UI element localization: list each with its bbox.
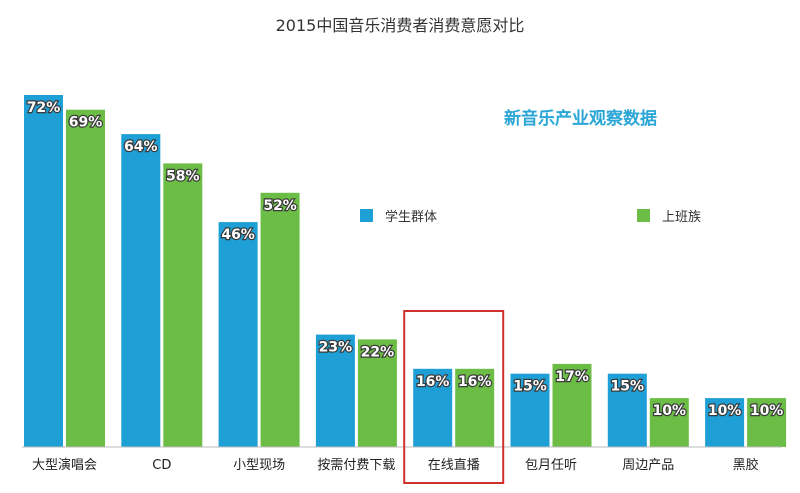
data-label-student-0: 72%: [27, 100, 61, 116]
x-tick-label-6: 周边产品: [622, 458, 674, 473]
x-tick-label-2: 小型现场: [233, 458, 285, 473]
legend-swatch-student: [360, 209, 373, 222]
data-label-worker-2: 52%: [263, 198, 297, 214]
bar-worker-7: [747, 398, 787, 447]
legend-swatch-worker: [637, 209, 650, 222]
x-tick-label-0: 大型演唱会: [32, 457, 97, 473]
x-tick-label-3: 按需付费下载: [317, 458, 395, 473]
legend-item-worker: 上班族: [637, 206, 701, 225]
bar-student-3: [315, 334, 355, 447]
data-label-student-1: 64%: [124, 139, 158, 155]
chart-title: 2015中国音乐消费者消费意愿对比: [275, 16, 525, 35]
x-tick-label-5: 包月任听: [525, 458, 577, 473]
data-label-worker-4: 16%: [458, 374, 492, 390]
bar-student-5: [510, 373, 550, 447]
bar-worker-5: [552, 363, 592, 447]
highlight-box-online-live: [403, 310, 505, 484]
data-label-worker-3: 22%: [361, 344, 395, 360]
bar-worker-6: [649, 398, 689, 447]
data-label-worker-1: 58%: [166, 168, 200, 184]
legend-label-student: 学生群体: [385, 210, 438, 225]
bar-worker-1: [163, 163, 203, 447]
x-tick-label-4: 在线直播: [428, 458, 480, 473]
data-label-worker-0: 69%: [69, 115, 103, 131]
bar-student-7: [705, 398, 745, 447]
data-label-student-4: 16%: [416, 374, 450, 390]
data-label-student-7: 10%: [708, 403, 742, 419]
bar-worker-2: [260, 192, 300, 447]
bar-student-1: [121, 134, 161, 447]
x-tick-label-1: CD: [152, 458, 171, 473]
data-label-student-2: 46%: [221, 227, 255, 243]
data-label-student-3: 23%: [319, 340, 353, 356]
legend-label-worker: 上班族: [662, 210, 702, 225]
bar-worker-4: [455, 368, 495, 447]
bar-student-2: [218, 222, 258, 447]
legend-item-student: 学生群体: [360, 206, 437, 225]
bar-student-0: [24, 95, 63, 447]
data-label-worker-7: 10%: [750, 403, 784, 419]
data-label-worker-5: 17%: [555, 369, 589, 385]
data-labels-layer: 72% 69% 64% 58% 46% 52% 23% 22% 16% 16% 15% 17% 15% 1…: [26, 99, 785, 421]
bars-layer: [24, 95, 787, 447]
data-label-student-5: 15%: [513, 379, 547, 395]
bar-worker-0: [66, 109, 105, 447]
bar-student-4: [413, 368, 453, 447]
data-label-worker-6: 10%: [653, 403, 687, 419]
x-tick-label-7: 黑胶: [733, 457, 759, 473]
x-tick-labels-layer: 大型演唱会 CD 小型现场 按需付费下载 在线直播 包月任听 周边产品 黑胶: [32, 457, 759, 473]
source-watermark: 新音乐产业观察数据: [504, 109, 657, 129]
bar-student-6: [607, 373, 647, 447]
data-label-student-6: 15%: [611, 379, 645, 395]
bar-worker-3: [357, 339, 397, 447]
